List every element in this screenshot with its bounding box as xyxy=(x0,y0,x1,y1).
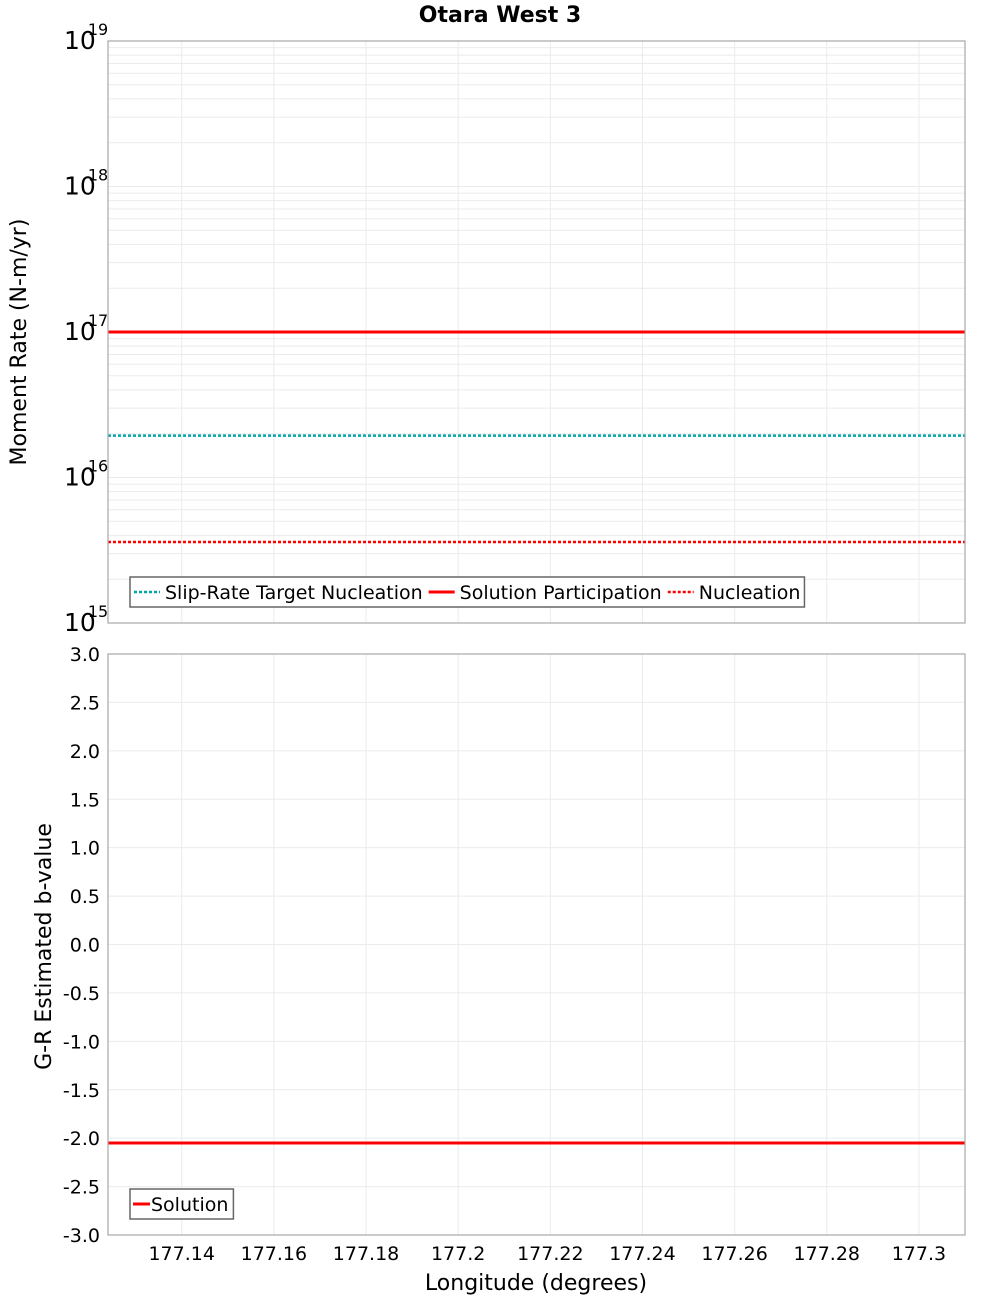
x-tick-label: 177.2 xyxy=(431,1243,485,1265)
bottom-grid xyxy=(108,653,965,1236)
y-tick-label: 1.0 xyxy=(70,838,100,860)
bottom-y-axis-label: G-R Estimated b-value xyxy=(32,823,57,1070)
x-axis: 177.14 177.16 177.18 177.2 177.22 177.24 177.2… xyxy=(148,1243,946,1296)
bottom-y-ticks: 3.0 2.5 2.0 1.5 1.0 0.5 0.0 -0.5 -1.0 -1.5 -2.0 -2.… xyxy=(63,644,100,1247)
x-tick-label: 177.26 xyxy=(701,1243,767,1265)
bottom-panel: 3.0 2.5 2.0 1.5 1.0 0.5 0.0 -0.5 -1.0 -1.5 -2.0 -2.… xyxy=(32,644,966,1247)
y-tick-label: -1.5 xyxy=(63,1080,100,1102)
legend-item-label: Solution Participation xyxy=(460,582,662,604)
legend-item-label: Nucleation xyxy=(699,582,801,604)
top-panel: 1019 1018 1017 1016 1015 Moment Rate (N-m/yr)… xyxy=(7,20,966,637)
x-tick-label: 177.24 xyxy=(609,1243,675,1265)
y-tick-label: -1.0 xyxy=(63,1031,100,1053)
x-tick-label: 177.28 xyxy=(794,1243,860,1265)
top-frame xyxy=(107,40,966,624)
chart-title: Otara West 3 xyxy=(419,3,581,28)
bottom-frame xyxy=(107,653,966,1236)
top-series xyxy=(108,330,965,544)
y-tick-label: 0.5 xyxy=(70,886,100,908)
y-tick-label: 3.0 xyxy=(70,644,100,666)
y-tick-label: 1019 xyxy=(64,20,108,55)
top-legend: Slip-Rate Target Nucleation Solution Part… xyxy=(129,576,806,608)
y-tick-label: -3.0 xyxy=(63,1225,100,1247)
top-grid xyxy=(108,41,965,624)
top-y-axis-label: Moment Rate (N-m/yr) xyxy=(7,219,32,466)
y-tick-label: 1016 xyxy=(64,457,108,492)
x-tick-label: 177.16 xyxy=(241,1243,307,1265)
x-tick-label: 177.14 xyxy=(148,1243,214,1265)
bottom-legend: Solution xyxy=(129,1188,235,1220)
legend-item-label: Slip-Rate Target Nucleation xyxy=(165,582,423,604)
y-tick-label: 1015 xyxy=(64,602,108,637)
y-tick-label: 2.0 xyxy=(70,741,100,763)
y-tick-label: -2.5 xyxy=(63,1177,100,1199)
top-y-ticks: 1019 1018 1017 1016 1015 xyxy=(64,20,108,637)
legend-item-label: Solution xyxy=(151,1194,228,1216)
y-tick-label: -0.5 xyxy=(63,983,100,1005)
x-tick-label: 177.18 xyxy=(333,1243,399,1265)
x-tick-label: 177.22 xyxy=(517,1243,583,1265)
y-tick-label: -2.0 xyxy=(63,1128,100,1150)
y-tick-label: 2.5 xyxy=(70,692,100,714)
y-tick-label: 1017 xyxy=(64,311,108,346)
x-axis-label: Longitude (degrees) xyxy=(425,1271,647,1296)
y-tick-label: 1018 xyxy=(64,166,108,201)
y-tick-label: 1.5 xyxy=(70,789,100,811)
x-tick-label: 177.3 xyxy=(892,1243,946,1265)
y-tick-label: 0.0 xyxy=(70,935,100,957)
